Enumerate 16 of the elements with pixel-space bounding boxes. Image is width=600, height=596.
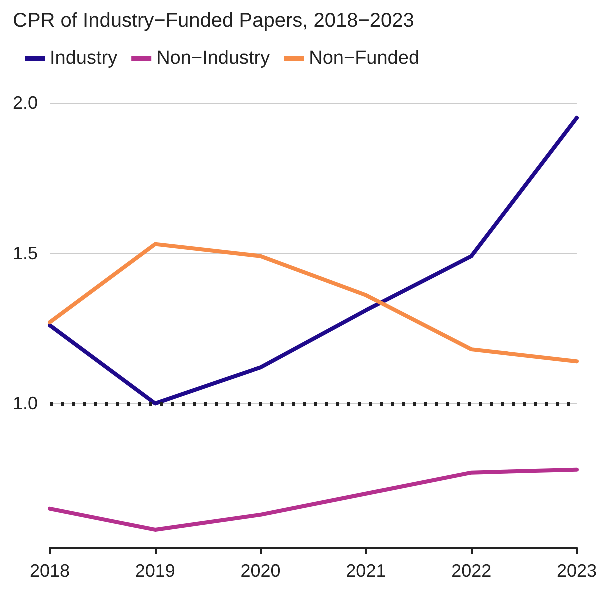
y-tick-label: 1.0 bbox=[12, 394, 38, 414]
x-tick-label: 2023 bbox=[556, 561, 597, 581]
line-series bbox=[48, 468, 579, 532]
x-tick-label: 2018 bbox=[30, 561, 70, 581]
legend-label: Non−Industry bbox=[156, 48, 271, 69]
line-series bbox=[48, 116, 579, 406]
x-tick-label: 2020 bbox=[240, 561, 281, 581]
x-tick-label: 2021 bbox=[346, 561, 386, 581]
line-series bbox=[48, 242, 579, 364]
x-tick-label: 2019 bbox=[135, 561, 176, 581]
x-tick-label: 2022 bbox=[452, 561, 492, 581]
y-tick-label: 1.5 bbox=[12, 243, 38, 264]
legend-label: Non−Funded bbox=[309, 48, 420, 69]
legend-label: Industry bbox=[50, 48, 118, 69]
chart-title: CPR of Industry−Funded Papers, 2018−2023 bbox=[13, 10, 414, 32]
y-tick-label: 2.0 bbox=[12, 93, 38, 113]
